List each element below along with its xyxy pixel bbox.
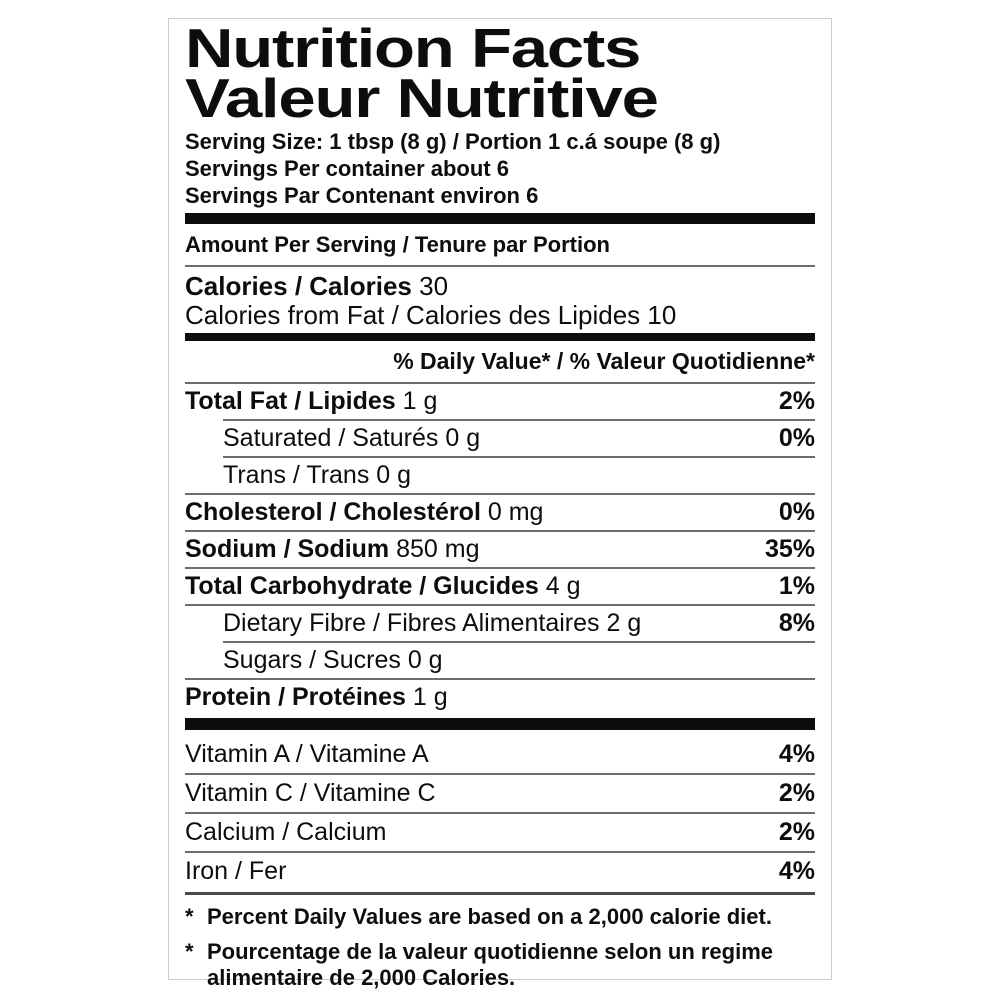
serving-size-line: Serving Size: 1 tbsp (8 g) / Portion 1 c… [185,129,721,154]
separator [223,641,815,643]
footnote-daily-values-en: * Percent Daily Values are based on a 2,… [185,904,815,930]
footnote-daily-values-fr: * Pourcentage de la valeur quotidienne s… [185,939,815,991]
nutrition-label: Nutrition Facts Valeur Nutritive Serving… [168,18,832,990]
amount-per-serving-header: Amount Per Serving / Tenure par Portion [185,232,610,257]
thick-separator-top [185,213,815,224]
servings-per-container-en: Servings Per container about 6 [185,156,509,181]
separator [185,678,815,680]
footnote-text: Percent Daily Values are based on a 2,00… [207,904,772,929]
nutrient-dv: 0% [778,498,815,526]
daily-value-header: % Daily Value* / % Valeur Quotidienne* [393,348,815,374]
nutrient-row-dietary-fibre: Dietary Fibre / Fibres Alimentaires 2 g … [185,606,815,641]
micronutrient-dv: 2% [778,779,815,807]
separator [185,812,815,814]
nutrient-name: Cholesterol / Cholestérol 0 mg [185,498,544,526]
micronutrient-name: Calcium / Calcium [185,818,387,846]
micronutrient-name: Vitamin A / Vitamine A [185,740,429,768]
separator [185,773,815,775]
nutrient-row-saturated: Saturated / Saturés 0 g 0% [185,421,815,456]
separator [185,493,815,495]
nutrient-name: Trans / Trans 0 g [223,461,412,489]
nutrient-row-protein: Protein / Protéines 1 g [185,680,815,715]
calories-from-fat-row: Calories from Fat / Calories des Lipides… [185,300,677,330]
nutrient-name: Protein / Protéines 1 g [185,683,448,711]
micronutrient-dv: 4% [778,740,815,768]
servings-per-container-fr: Servings Par Contenant environ 6 [185,183,539,208]
separator-footnotes [185,892,815,895]
footnote-marker: * [185,904,194,929]
nutrient-row-cholesterol: Cholesterol / Cholestérol 0 mg 0% [185,495,815,530]
nutrient-dv: 35% [764,535,815,563]
nutrient-name: Saturated / Saturés 0 g [223,424,481,452]
footnote-text: Pourcentage de la valeur quotidienne sel… [207,939,774,990]
nutrient-name: Total Fat / Lipides 1 g [185,387,438,415]
nutrient-dv: 2% [778,387,815,415]
micronutrient-row-vitamin-c: Vitamin C / Vitamine C 2% [185,775,815,812]
calories-value: 30 [419,271,449,301]
micronutrient-dv: 2% [778,818,815,846]
separator [223,456,815,458]
separator [185,604,815,606]
separator [185,851,815,853]
nutrient-row-carbohydrate: Total Carbohydrate / Glucides 4 g 1% [185,569,815,604]
micronutrient-row-iron: Iron / Fer 4% [185,853,815,890]
calories-label: Calories / Calories [185,271,412,301]
nutrient-dv: 1% [778,572,815,600]
nutrient-name: Sodium / Sodium 850 mg [185,535,480,563]
calories-row: Calories / Calories 30 [185,267,815,301]
separator [185,567,815,569]
micronutrient-row-calcium: Calcium / Calcium 2% [185,814,815,851]
separator [185,382,815,384]
separator [223,419,815,421]
nutrient-dv: 0% [778,424,815,452]
micronutrient-dv: 4% [778,857,815,885]
nutrient-name: Dietary Fibre / Fibres Alimentaires 2 g [223,609,642,637]
nutrient-name: Sugars / Sucres 0 g [223,646,443,674]
micronutrient-name: Vitamin C / Vitamine C [185,779,436,807]
micronutrient-row-vitamin-a: Vitamin A / Vitamine A 4% [185,730,815,773]
nutrient-dv: 8% [778,609,815,637]
serving-info: Serving Size: 1 tbsp (8 g) / Portion 1 c… [185,128,815,209]
separator [185,265,815,267]
micronutrient-name: Iron / Fer [185,857,287,885]
footnote-marker: * [185,939,194,964]
nutrient-row-sodium: Sodium / Sodium 850 mg 35% [185,532,815,567]
nutrient-row-trans: Trans / Trans 0 g [185,458,815,493]
nutrient-row-total-fat: Total Fat / Lipides 1 g 2% [185,384,815,419]
separator [185,530,815,532]
label-title-fr: Valeur Nutritive [185,67,659,129]
nutrient-name: Total Carbohydrate / Glucides 4 g [185,572,581,600]
nutrient-row-sugars: Sugars / Sucres 0 g [185,643,815,678]
thick-separator-vitamins [185,718,815,730]
label-title-en: Nutrition Facts [185,17,641,79]
thick-separator-calories [185,333,815,341]
